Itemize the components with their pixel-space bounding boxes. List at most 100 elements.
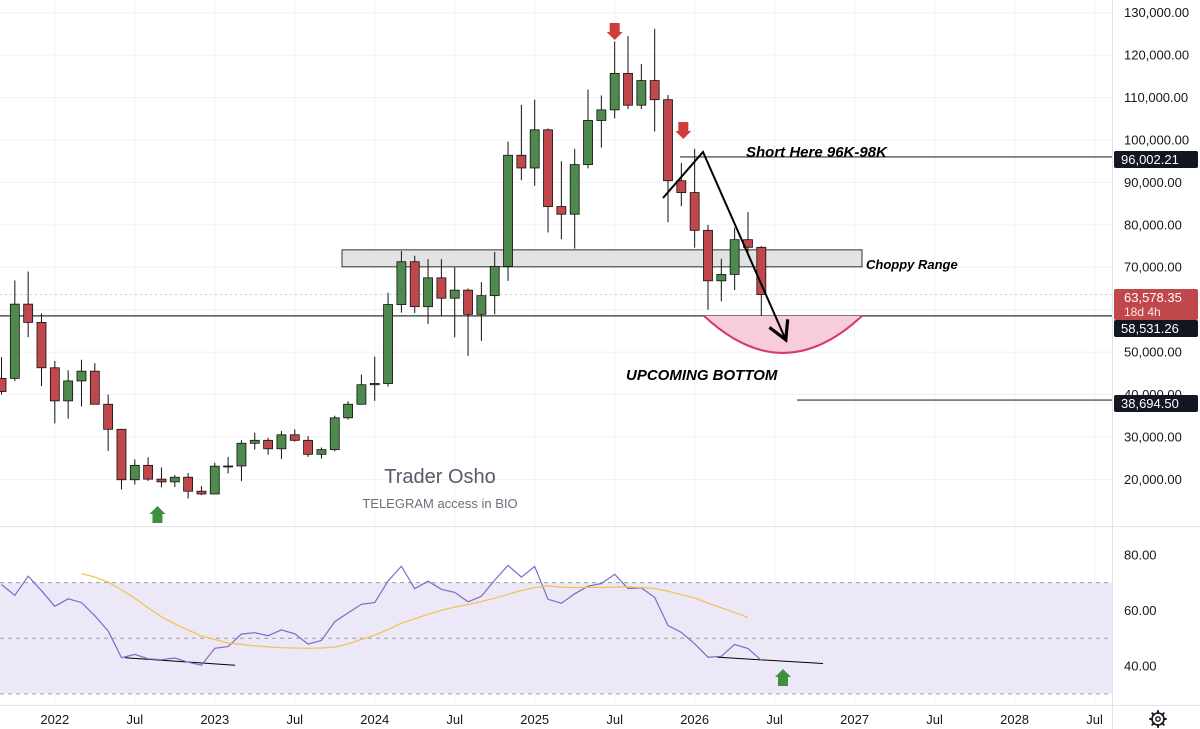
candle	[596, 95, 607, 148]
candle-body	[129, 464, 140, 481]
time-tick-label: 2026	[680, 712, 709, 727]
time-tick-label: 2025	[520, 712, 549, 727]
candle	[303, 436, 313, 457]
badge-countdown: 18d 4h	[1124, 305, 1161, 319]
time-tick-label: 2023	[200, 712, 229, 727]
arrow-markers	[149, 23, 791, 686]
candle-body	[76, 370, 87, 382]
candle	[489, 251, 500, 315]
candle	[49, 360, 60, 424]
time-tick-label: 2028	[1000, 712, 1029, 727]
badge-38k: 38,694.50	[1121, 396, 1179, 411]
candle-body	[476, 295, 487, 315]
candle-body	[383, 304, 393, 384]
candle-body	[209, 465, 220, 495]
short-here-label: Short Here 96K-98K	[746, 144, 888, 161]
time-tick-label: 2024	[360, 712, 389, 727]
candle-body	[103, 403, 114, 430]
candle-body	[249, 439, 260, 444]
candle	[316, 447, 327, 459]
rsi-axis[interactable]: 40.00 60.00 80.00	[1124, 547, 1157, 673]
candle	[756, 246, 767, 317]
candle	[396, 251, 407, 313]
candle-body	[276, 434, 287, 450]
candle-body	[369, 383, 380, 386]
candlestick-series	[0, 28, 767, 499]
rsi-moving-average	[81, 573, 749, 649]
candle-body	[489, 265, 500, 297]
candle-body	[116, 428, 127, 481]
candle	[676, 162, 687, 207]
badge-38k-bg	[1114, 395, 1198, 412]
candle	[143, 457, 154, 482]
candle	[116, 428, 127, 490]
candle-body	[649, 80, 660, 101]
choppy-range-rect	[341, 249, 863, 268]
candle-body	[289, 434, 300, 441]
time-tick-label: Jul	[446, 712, 463, 727]
candle	[369, 356, 380, 401]
arrow-shape	[675, 122, 692, 139]
candle	[649, 28, 660, 132]
candle	[276, 430, 287, 459]
price-tick-label: 80,000.00	[1124, 217, 1182, 232]
candle	[156, 467, 167, 488]
candle-body	[449, 289, 460, 299]
candle	[636, 64, 647, 110]
time-tick-label: Jul	[286, 712, 303, 727]
trend-lines	[124, 150, 824, 666]
candle-body	[36, 321, 47, 369]
candle	[463, 288, 473, 356]
candle	[689, 148, 700, 248]
candle	[356, 374, 367, 405]
candle	[89, 363, 100, 405]
rsi-tick-label: 60.00	[1124, 603, 1157, 618]
arrow-up-icon	[775, 669, 791, 686]
candle	[583, 89, 593, 169]
candle-body	[63, 380, 74, 402]
time-tick-label: Jul	[766, 712, 783, 727]
price-tick-label: 110,000.00	[1124, 90, 1188, 105]
candle	[209, 462, 220, 495]
candle-body	[756, 246, 767, 295]
projection-arrow	[662, 150, 790, 343]
candle-body	[516, 154, 527, 169]
candle-body	[663, 99, 673, 182]
candle-body	[623, 72, 633, 106]
candle	[0, 357, 7, 395]
badge-current-price: 63,578.35	[1124, 290, 1182, 305]
time-axis[interactable]: 2022 Jul 2023 Jul 2024 Jul 2025 Jul 2026 Jul 2027 J…	[40, 712, 1103, 727]
candle	[476, 282, 487, 342]
candle-body	[636, 80, 647, 106]
rsi-support-line-2022	[124, 657, 236, 666]
price-tick-label: 100,000.00	[1124, 132, 1189, 147]
time-tick-label: 2022	[40, 712, 69, 727]
watermark-subtitle: TELEGRAM access in BIO	[362, 496, 517, 511]
candle-body	[583, 120, 593, 165]
candle-body	[196, 490, 207, 495]
candle-body	[436, 277, 447, 299]
candle-body	[236, 442, 247, 467]
candle	[436, 259, 447, 317]
candle	[169, 475, 180, 487]
candle	[556, 161, 567, 240]
price-tick-label: 20,000.00	[1124, 472, 1182, 487]
candle	[663, 95, 673, 223]
candle-body	[316, 449, 327, 455]
candle	[703, 224, 713, 310]
candle	[543, 128, 553, 233]
gear-icon[interactable]	[1149, 710, 1167, 728]
badge-96k: 96,002.21	[1121, 152, 1179, 167]
candle-body	[689, 192, 700, 231]
candle	[223, 456, 234, 474]
time-tick-label: Jul	[606, 712, 623, 727]
time-tick-label: Jul	[926, 712, 943, 727]
arrow-up-icon	[149, 506, 166, 523]
candle-body	[596, 109, 607, 121]
candle-body	[329, 417, 340, 451]
candle-body	[183, 476, 194, 492]
bowl-curve	[703, 315, 863, 354]
candle	[183, 472, 194, 499]
candle	[263, 437, 274, 455]
candle-body	[89, 370, 100, 405]
